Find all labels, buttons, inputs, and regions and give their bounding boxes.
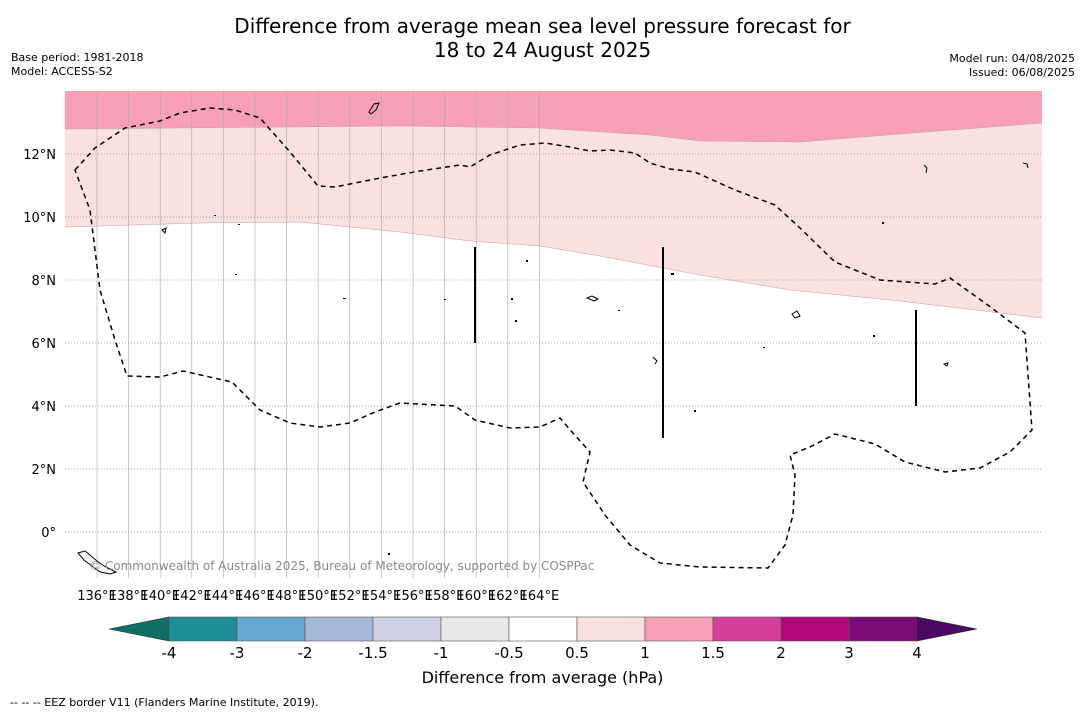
latitude-label: 6°N [32,337,57,352]
eez-border [74,107,1033,569]
map-panel: © Commonwealth of Australia 2025, Bureau… [64,91,1043,578]
longitude-label: 150°E [298,589,338,604]
longitude-label: 140°E [140,589,180,604]
latitude-label: 8°N [32,274,57,289]
latitude-label: 2°N [32,463,57,478]
colorbar-tick-label: -3 [230,644,245,662]
colorbar-tick-label: -0.5 [494,644,523,662]
colorbar-segment [780,616,850,642]
longitude-label: 158°E [425,589,465,604]
longitude-label: 136°E [77,589,117,604]
colorbar-over-arrow [916,616,978,642]
longitude-labels: 136°E138°E140°E142°E144°E146°E148°E150°E… [77,589,559,604]
base-period: Base period: 1981-2018 [11,51,144,64]
colorbar-segment [168,616,238,642]
colorbar: -4 -3 -2 -1.5 -1 -0.5 0.5 1 1.5 2 3 4 [108,616,978,662]
longitude-label: 156°E [393,589,433,604]
base-info: Base period: 1981-2018 Model: ACCESS-S2 [11,51,143,79]
longitude-label: 162°E [488,589,528,604]
colorbar-tick-label: -1 [434,644,449,662]
islands [77,102,1029,575]
colorbar-tick-label: -2 [298,644,313,662]
band-edges [64,122,1043,319]
colorbar-tick-label: 2 [776,644,786,662]
colorbar-tick-label: 0.5 [565,644,589,662]
colorbar-segment [440,616,510,642]
run-info: Model run: 04/08/2025 Issued: 06/08/2025 [949,52,1075,80]
longitude-label: 142°E [172,589,212,604]
anomaly-band-0.5-1 [65,123,1042,318]
longitude-label: 154°E [362,589,402,604]
map-title: Difference from average mean sea level p… [0,14,1085,62]
model-name: Model: ACCESS-S2 [11,65,113,78]
anomaly-band-1-1.5 [65,91,1042,142]
colorbar-tick-label: -1.5 [358,644,387,662]
title-line-1: Difference from average mean sea level p… [234,14,851,38]
colorbar-tick-label: 1 [640,644,650,662]
colorbar-segment [372,616,442,642]
latitude-label: 10°N [23,211,56,226]
latitude-label: 12°N [23,148,56,163]
longitude-label: 144°E [204,589,244,604]
colorbar-segment [508,616,578,642]
longitude-label: 152°E [330,589,370,604]
colorbar-tick-label: 1.5 [701,644,725,662]
colorbar-segment [644,616,714,642]
longitude-label: 164°E [520,589,560,604]
model-run: Model run: 04/08/2025 [949,52,1075,65]
colorbar-segment [304,616,374,642]
longitude-label: 146°E [235,589,275,604]
colorbar-under-arrow [108,616,170,642]
boundary-lines [474,247,917,438]
title-line-2: 18 to 24 August 2025 [433,38,652,62]
latitude-labels: 12°N 10°N 8°N 6°N 4°N 2°N 0° [23,148,56,541]
colorbar-tick-label: -4 [162,644,177,662]
colorbar-title: Difference from average (hPa) [421,668,664,687]
eez-legend-note: -- -- -- EEZ border V11 (Flanders Marine… [10,696,319,709]
colorbar-segment [712,616,782,642]
colorbar-segment [848,616,918,642]
atolls [214,215,884,555]
issued-date: Issued: 06/08/2025 [968,66,1075,79]
longitude-label: 138°E [109,589,149,604]
copyright-notice: © Commonwealth of Australia 2025, Bureau… [89,559,594,573]
colorbar-tick-label: 4 [912,644,922,662]
longitude-label: 148°E [267,589,307,604]
colorbar-segment [576,616,646,642]
colorbar-tick-label: 3 [844,644,854,662]
latitude-label: 4°N [32,400,57,415]
latitude-label: 0° [41,526,56,541]
colorbar-segment [236,616,306,642]
longitude-label: 160°E [456,589,496,604]
